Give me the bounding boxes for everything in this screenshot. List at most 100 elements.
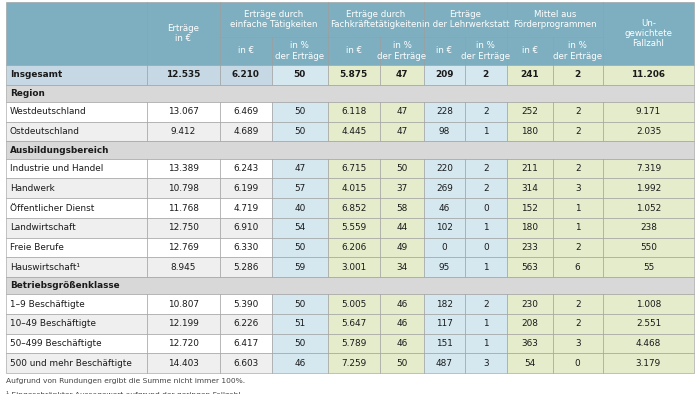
Text: 2: 2 (575, 300, 580, 309)
Bar (380, 257, 424, 277)
Bar (147, 102, 220, 122)
Bar (507, 65, 553, 85)
Text: Erträge
in €: Erträge in € (167, 24, 199, 43)
Bar (147, 314, 220, 334)
Text: 46: 46 (396, 339, 407, 348)
Text: 47: 47 (395, 71, 408, 79)
Bar (553, 314, 603, 334)
Text: 2: 2 (575, 164, 580, 173)
Bar (424, 102, 465, 122)
Text: in €: in € (238, 46, 254, 55)
Bar (380, 353, 424, 373)
Text: 182: 182 (436, 300, 453, 309)
Bar (507, 37, 553, 65)
Text: 6.417: 6.417 (233, 339, 258, 348)
Text: 98: 98 (439, 127, 450, 136)
Text: ¹ Eingeschränkter Aussagewert aufgrund der geringen Fallzahl: ¹ Eingeschränkter Aussagewert aufgrund d… (6, 391, 240, 394)
Text: 57: 57 (294, 184, 305, 193)
Bar (328, 122, 380, 141)
Text: 1: 1 (483, 223, 489, 232)
Bar (424, 198, 465, 218)
Text: 10–49 Beschäftigte: 10–49 Beschäftigte (10, 320, 96, 328)
Text: Aufgrund von Rundungen ergibt die Summe nicht immer 100%.: Aufgrund von Rundungen ergibt die Summe … (6, 378, 245, 384)
Text: Un-
gewichtete
Fallzahl: Un- gewichtete Fallzahl (624, 19, 673, 48)
Bar (272, 102, 328, 122)
Bar (272, 159, 328, 178)
Text: 500 und mehr Beschäftigte: 500 und mehr Beschäftigte (10, 359, 132, 368)
Text: 10.807: 10.807 (168, 300, 199, 309)
Bar (424, 65, 465, 85)
Bar (6, 294, 147, 314)
Text: 54: 54 (524, 359, 536, 368)
Text: 6.852: 6.852 (341, 204, 367, 212)
Text: Mittel aus
Förderprogrammen: Mittel aus Förderprogrammen (513, 9, 596, 29)
Bar (507, 294, 553, 314)
Bar (272, 257, 328, 277)
Bar (328, 37, 380, 65)
Bar (380, 159, 424, 178)
Bar (6, 277, 694, 294)
Bar (380, 37, 424, 65)
Bar (220, 334, 272, 353)
Bar (424, 122, 465, 141)
Bar (328, 257, 380, 277)
Bar (465, 218, 507, 238)
Bar (147, 65, 220, 85)
Text: 1: 1 (575, 223, 580, 232)
Bar (424, 257, 465, 277)
Bar (603, 257, 694, 277)
Bar (553, 257, 603, 277)
Text: 1: 1 (483, 263, 489, 271)
Bar (553, 122, 603, 141)
Text: 10.798: 10.798 (168, 184, 199, 193)
Bar (553, 159, 603, 178)
Text: 2: 2 (483, 184, 489, 193)
Text: 12.720: 12.720 (168, 339, 199, 348)
Bar (6, 353, 147, 373)
Text: 117: 117 (436, 320, 453, 328)
Bar (465, 122, 507, 141)
Bar (507, 218, 553, 238)
Bar (553, 353, 603, 373)
Bar (272, 218, 328, 238)
Bar (465, 353, 507, 373)
Text: 6.910: 6.910 (233, 223, 258, 232)
Bar (147, 218, 220, 238)
Bar (220, 2, 328, 37)
Bar (507, 334, 553, 353)
Text: 1–9 Beschäftigte: 1–9 Beschäftigte (10, 300, 85, 309)
Text: 50: 50 (294, 339, 305, 348)
Bar (272, 37, 328, 65)
Bar (328, 314, 380, 334)
Text: 220: 220 (436, 164, 453, 173)
Bar (6, 334, 147, 353)
Bar (507, 122, 553, 141)
Text: 1.008: 1.008 (636, 300, 662, 309)
Text: 9.412: 9.412 (171, 127, 196, 136)
Bar (220, 159, 272, 178)
Bar (147, 257, 220, 277)
Bar (553, 102, 603, 122)
Bar (424, 178, 465, 198)
Text: 2: 2 (483, 108, 489, 116)
Bar (603, 294, 694, 314)
Bar (328, 294, 380, 314)
Text: 2: 2 (483, 71, 489, 79)
Text: 0: 0 (483, 204, 489, 212)
Bar (6, 238, 147, 257)
Bar (147, 353, 220, 373)
Bar (465, 102, 507, 122)
Text: 59: 59 (294, 263, 305, 271)
Bar (603, 65, 694, 85)
Bar (424, 238, 465, 257)
Bar (6, 198, 147, 218)
Bar (6, 257, 147, 277)
Bar (272, 178, 328, 198)
Bar (272, 353, 328, 373)
Bar (603, 353, 694, 373)
Text: 230: 230 (522, 300, 538, 309)
Text: 6.243: 6.243 (233, 164, 258, 173)
Bar (147, 178, 220, 198)
Text: 13.067: 13.067 (168, 108, 199, 116)
Text: 2: 2 (575, 127, 580, 136)
